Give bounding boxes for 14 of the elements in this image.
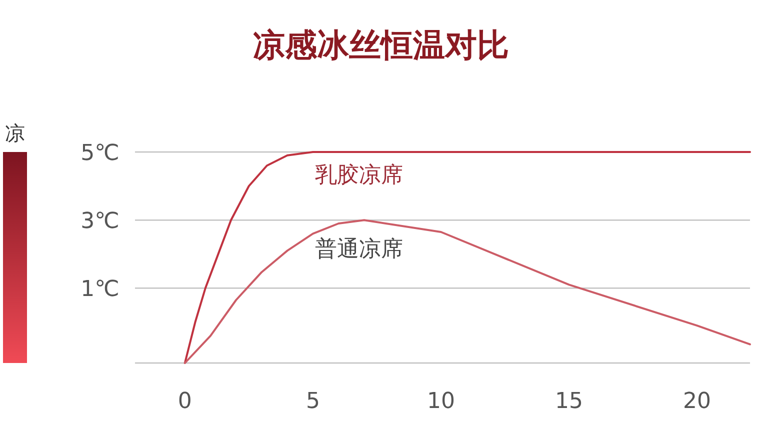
text: 凉 <box>5 121 25 145</box>
y-tick-label: 5℃ <box>80 141 120 166</box>
x-tick-label: 0 <box>178 389 192 414</box>
line-series <box>184 219 751 364</box>
line-series <box>184 151 751 364</box>
chart-title: 凉感冰丝恒温对比 <box>253 26 509 64</box>
x-tick-label: 10 <box>426 389 455 414</box>
y-tick-label: 1℃ <box>80 277 120 302</box>
x-tick-label: 15 <box>554 389 583 414</box>
x-tick-label: 5 <box>306 389 320 414</box>
x-tick-label: 20 <box>683 389 711 414</box>
series-label: 普通凉席 <box>314 237 403 262</box>
y-tick-label: 3℃ <box>80 209 120 234</box>
series-label: 乳胶凉席 <box>314 163 403 188</box>
